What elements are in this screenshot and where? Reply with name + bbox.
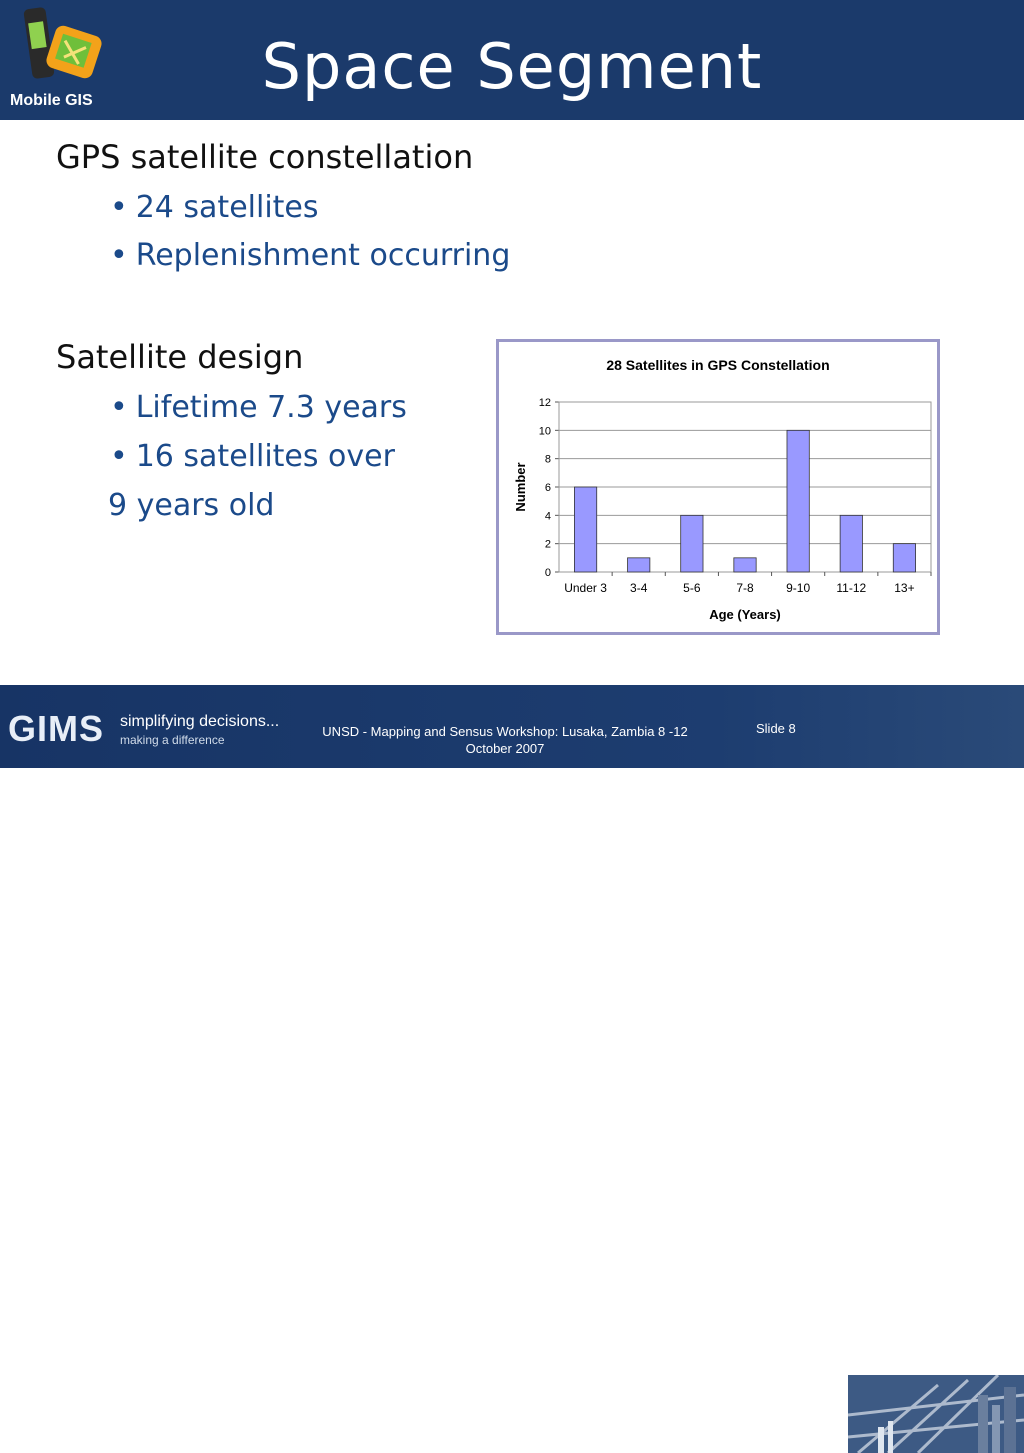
chart-plot: 0 2 4 6 8 10 12 Under 3 3-4 5-6 7-8 9-10 11-12 13+ Age…	[513, 397, 932, 622]
mobile-gis-logo-icon	[23, 7, 102, 79]
chart-title: 28 Satellites in GPS Constellation	[606, 357, 830, 373]
bar-13+	[892, 543, 916, 573]
logo-label: Mobile GIS	[10, 92, 93, 109]
y-tick-label: 2	[545, 539, 551, 551]
x-tick-label: 3-4	[630, 581, 648, 595]
y-tick-label: 12	[539, 397, 551, 409]
y-axis-label: Number	[513, 462, 528, 511]
bullet-item: • Lifetime 7.3 years	[110, 390, 407, 425]
x-tick-label: 11-12	[836, 581, 866, 595]
footer-tagline: simplifying decisions...	[120, 713, 280, 730]
header-bar: Mobile GIS Space Segment	[0, 0, 1024, 120]
bullet-continuation: 9 years old	[108, 488, 275, 523]
y-tick-label: 6	[545, 482, 551, 494]
bar-9-10	[786, 429, 810, 573]
x-tick-label: 7-8	[736, 581, 754, 595]
slide-number: Slide 8	[756, 721, 796, 736]
x-tick-label: 13+	[894, 581, 914, 595]
bullet-item: • 16 satellites over	[110, 439, 395, 474]
footer-subtagline: making a difference	[120, 733, 225, 747]
bullet-text: 24 satellites	[135, 190, 319, 225]
bar-5-6	[680, 514, 704, 573]
x-tick-label: 5-6	[683, 581, 701, 595]
bullet-text: Replenishment occurring	[135, 238, 511, 273]
footer-brand: GIMS	[8, 708, 105, 749]
heading-satellite-design: Satellite design	[56, 338, 304, 376]
x-tick-label: 9-10	[786, 581, 810, 595]
y-tick-label: 10	[539, 425, 551, 437]
y-tick-label: 4	[545, 510, 551, 522]
y-tick-label: 0	[545, 567, 551, 579]
bullet-text: 16 satellites over	[135, 439, 395, 474]
heading-gps-constellation: GPS satellite constellation	[56, 138, 474, 176]
bar-Under 3	[574, 486, 598, 573]
bar-11-12	[839, 514, 863, 573]
city-map-graphic-icon	[848, 1375, 1024, 1453]
y-tick-label: 8	[545, 454, 551, 466]
footer-text: UNSD - Mapping and Sensus Workshop: Lusa…	[322, 724, 688, 756]
bar-chart: 28 Satellites in GPS Constellation 0 2 4 6 8…	[496, 339, 940, 635]
x-axis-label: Age (Years)	[709, 607, 781, 622]
bullet-item: • 24 satellites	[110, 190, 319, 225]
slide-title: Space Segment	[261, 30, 763, 103]
bar-3-4	[627, 557, 651, 573]
bullet-item: • Replenishment occurring	[110, 238, 511, 273]
x-tick-label: Under 3	[564, 581, 607, 595]
bullet-text: Lifetime 7.3 years	[135, 390, 407, 425]
bar-7-8	[733, 557, 757, 573]
